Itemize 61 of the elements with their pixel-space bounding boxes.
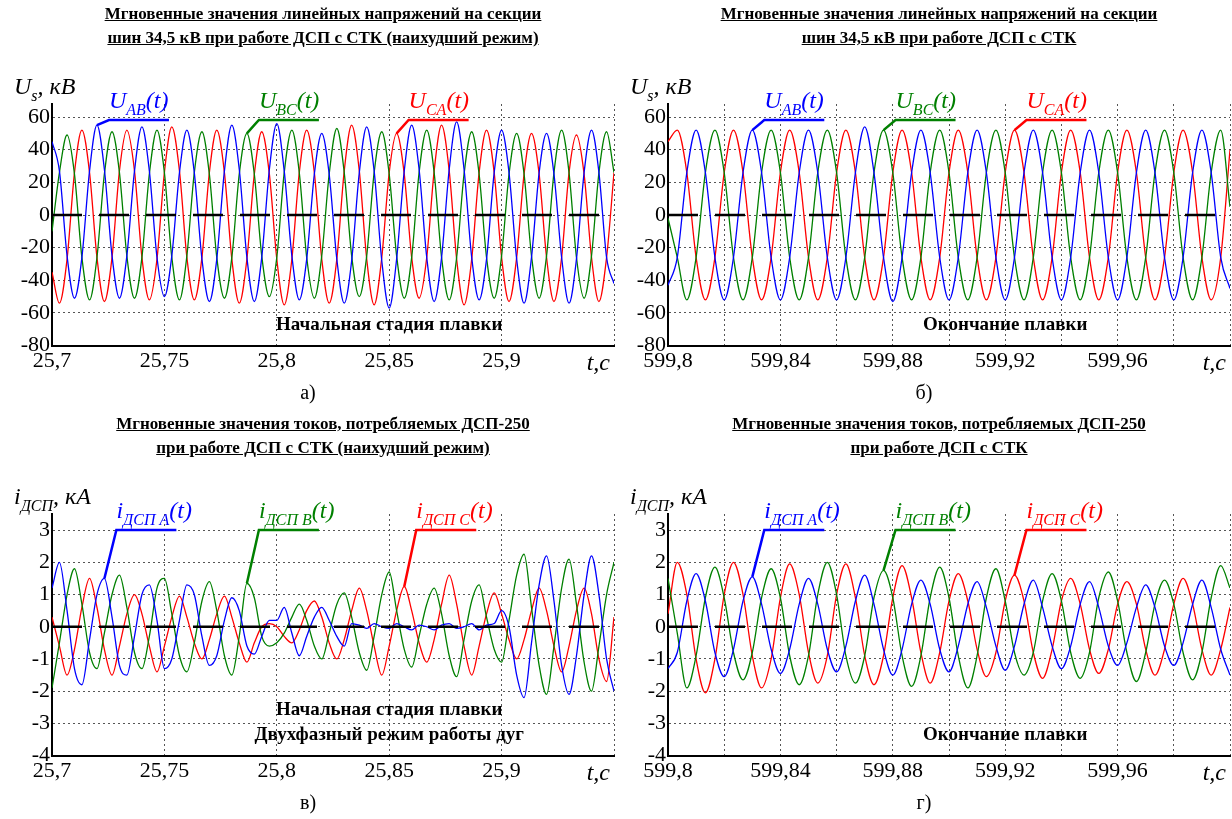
y-tick-label: -3 [31,709,50,735]
y-tick-label: -40 [20,266,50,292]
annotation: Начальная стадия плавки [275,312,503,334]
y-tick-label: 1 [655,580,666,606]
x-axis-title: t,c [586,348,611,375]
y-tick-label: -60 [636,298,666,324]
y-tick-label: 0 [655,200,666,226]
y-tick-label: 60 [644,102,666,128]
annotation: Начальная стадия плавки [275,697,503,719]
chart-title: Мгновенные значения линейных напряжений на секции шин 34,5 кВ при работе ДСП с СТК [719,3,1159,49]
text: а) [299,381,317,404]
x-axis-title: t,c [1202,348,1227,375]
x-tick-label: 599,96 [1087,346,1148,372]
y-tick-label: -20 [636,233,666,259]
x-tick-label: 599,88 [862,756,924,782]
y-tick-label: 0 [655,612,666,638]
x-tick-label: 599,88 [862,346,924,372]
y-tick-label: 40 [644,135,666,161]
text: б) [914,381,934,404]
y-tick-label: -2 [647,676,666,702]
y-tick-label: -60 [20,298,50,324]
chart-title: Мгновенные значения токов, потребляемых ДСП-250 при работе ДСП с СТК [731,413,1147,459]
text: в) [298,791,318,814]
y-tick-label: 40 [28,135,50,161]
x-tick-label: 25,85 [364,346,414,372]
annotation: Двухфазный режим работы дуг [254,722,525,744]
chart-title: Мгновенные значения линейных напряжений на секции шин 34,5 кВ при работе ДСП с СТК (наихудший режим) [103,3,543,49]
y-tick-label: 20 [28,168,50,194]
y-tick-label: 2 [39,548,50,574]
y-tick-label: -2 [31,676,50,702]
y-tick-label: 3 [39,515,50,541]
y-tick-label: 2 [655,548,666,574]
y-tick-label: 0 [39,612,50,638]
y-tick-label: -1 [647,644,666,670]
y-tick-label: -1 [31,644,50,670]
y-tick-label: 0 [39,200,50,226]
x-tick-label: 25,9 [482,346,521,372]
x-tick-label: 25,8 [257,346,297,372]
y-tick-label: -40 [636,266,666,292]
x-tick-label: 599,92 [974,346,1036,372]
x-axis-title: t,c [1202,758,1227,785]
annotation: Окончание плавки [922,312,1088,334]
y-tick-label: 3 [655,515,666,541]
y-tick-label: 20 [644,168,666,194]
y-tick-label: -20 [20,233,50,259]
x-tick-label: 599,96 [1087,756,1148,782]
x-axis-title: t,c [586,758,611,785]
y-tick-label: -3 [647,709,666,735]
x-tick-label: 599,84 [750,346,811,372]
x-tick-label: 25,9 [482,756,521,782]
x-tick-label: 25,8 [257,756,297,782]
x-tick-label: 25,85 [364,756,414,782]
chart-title: Мгновенные значения токов, потребляемых ДСП-250 при работе ДСП с СТК (наихудший режим) [115,413,531,459]
x-tick-label: 599,92 [974,756,1036,782]
text: г) [915,791,933,814]
x-tick-label: 25,75 [139,756,190,782]
y-tick-label: 1 [39,580,50,606]
x-tick-label: 599,84 [750,756,811,782]
y-tick-label: 60 [28,102,50,128]
annotation: Окончание плавки [922,722,1088,744]
x-tick-label: 25,75 [139,346,190,372]
